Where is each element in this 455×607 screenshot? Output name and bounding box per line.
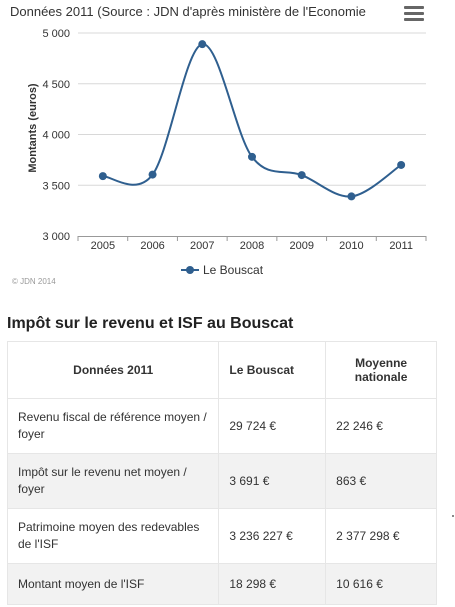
- data-point: [148, 170, 157, 179]
- x-tick-label: 2009: [289, 240, 313, 252]
- table-row: Patrimoine moyen des redevables de l'ISF…: [6, 508, 437, 564]
- data-point: [397, 160, 406, 169]
- data-point: [297, 171, 306, 180]
- data-point: [248, 152, 256, 161]
- table-header: Moyenne nationale: [325, 341, 437, 399]
- x-tick-label: 2008: [240, 240, 264, 252]
- table-cell: 3 691 €: [218, 453, 327, 509]
- section-title: Impôt sur le revenu et ISF au Bouscat: [7, 315, 294, 332]
- data-point: [347, 192, 356, 201]
- x-tick-label: 2005: [91, 240, 115, 252]
- y-tick-label: 4 500: [42, 79, 70, 91]
- table-cell: 18 298 €: [218, 563, 327, 605]
- decorative-dot: [452, 515, 454, 517]
- x-tick-label: 2007: [190, 240, 214, 252]
- x-tick-label: 2010: [339, 240, 363, 252]
- chart-container: Données 2011 (Source : JDN d'après minis…: [0, 0, 455, 290]
- legend-label: Le Bouscat: [203, 263, 264, 277]
- table-cell: 2 377 298 €: [325, 508, 437, 564]
- table-cell: Impôt sur le revenu net moyen / foyer: [6, 453, 220, 509]
- y-tick-label: 4 000: [42, 130, 70, 142]
- table-cell: Montant moyen de l'ISF: [6, 563, 220, 605]
- legend-marker-icon: [181, 265, 199, 275]
- table-header-row: Données 2011 Le Bouscat Moyenne national…: [6, 341, 437, 399]
- chart-title: Données 2011 (Source : JDN d'après minis…: [10, 4, 366, 19]
- legend-item-le-bouscat[interactable]: Le Bouscat: [181, 263, 263, 277]
- table-cell: Patrimoine moyen des redevables de l'ISF: [6, 508, 220, 564]
- table-row: Revenu fiscal de référence moyen / foyer…: [6, 398, 437, 454]
- y-tick-label: 5 000: [42, 28, 70, 40]
- line-chart: 3 000 3 500 4 000 4 500 5 000 2005 2006 2007 200…: [42, 28, 427, 252]
- chart-credits: © JDN 2014: [12, 277, 56, 286]
- series-line: [102, 43, 402, 198]
- x-tick-label: 2011: [389, 240, 413, 252]
- table-header: Le Bouscat: [218, 341, 327, 399]
- x-tick-label: 2006: [140, 240, 164, 252]
- hamburger-menu-icon[interactable]: [404, 6, 424, 22]
- table-cell: 29 724 €: [218, 398, 327, 454]
- y-tick-label: 3 000: [42, 231, 70, 243]
- data-point: [198, 40, 207, 49]
- table-row: Montant moyen de l'ISF 18 298 € 10 616 €: [6, 563, 437, 605]
- table-cell: 10 616 €: [325, 563, 437, 605]
- table-cell: 863 €: [325, 453, 437, 509]
- table-cell: 3 236 227 €: [218, 508, 327, 564]
- data-point: [98, 172, 107, 181]
- table-header: Données 2011: [6, 341, 220, 399]
- table-cell: 22 246 €: [325, 398, 437, 454]
- table-row: Impôt sur le revenu net moyen / foyer 3 …: [6, 453, 437, 509]
- table-cell: Revenu fiscal de référence moyen / foyer: [6, 398, 220, 454]
- y-tick-label: 3 500: [42, 180, 70, 192]
- tax-table: Données 2011 Le Bouscat Moyenne national…: [6, 341, 437, 605]
